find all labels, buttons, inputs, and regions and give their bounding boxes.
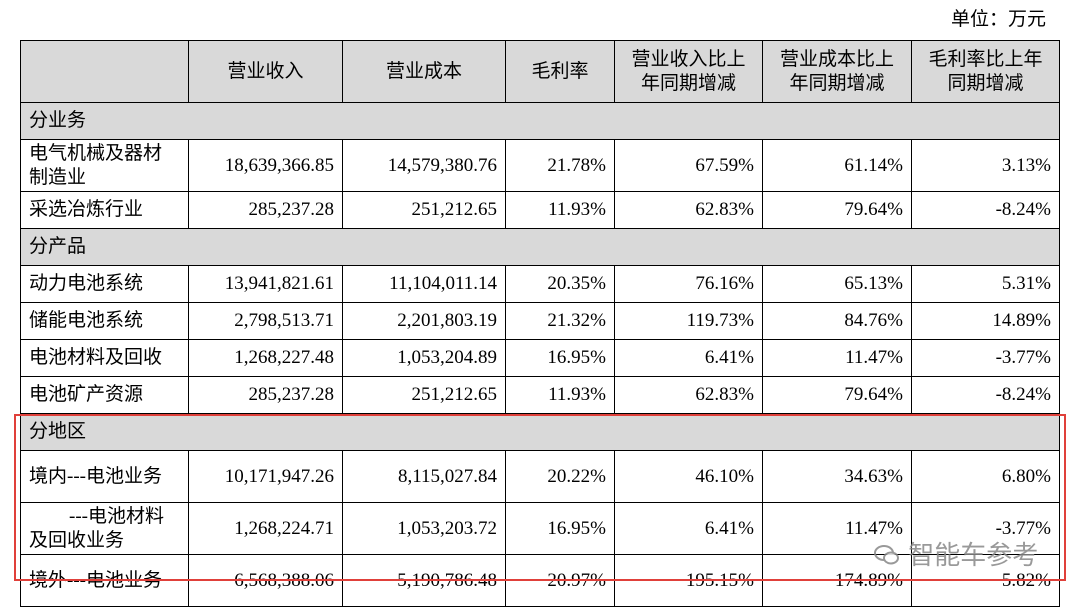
value-cell: 285,237.28 [188,376,343,414]
value-cell: 79.64% [762,191,912,229]
value-cell: 46.10% [614,450,763,503]
watermark: 智能车参考 [874,535,1038,572]
value-cell: 62.83% [614,191,763,229]
value-cell: 251,212.65 [342,191,506,229]
value-cell: 18,639,366.85 [188,139,343,192]
row-label: 采选冶炼行业 [20,191,189,229]
data-row: 电气机械及器材制造业 18,639,366.85 14,579,380.76 21.7… [20,139,1060,192]
data-row: 采选冶炼行业 285,237.28 251,212.65 11.93% 62.83% 79… [20,191,1060,229]
header-row: 营业收入 营业成本 毛利率 营业收入比上年同期增减 营业成本比上年同期增减 毛利率比上年同… [20,40,1060,103]
value-cell: 62.83% [614,376,763,414]
value-cell: -8.24% [911,191,1060,229]
data-row: ---电池材料及回收业务 1,268,224.71 1,053,203.72 16.9… [20,502,1060,555]
row-label: ---电池材料及回收业务 [20,502,189,555]
value-cell: 285,237.28 [188,191,343,229]
column-header [20,40,189,103]
row-label: 境内---电池业务 [20,450,189,503]
value-cell: 14.89% [911,302,1060,340]
unit-label: 单位：万元 [950,9,1046,30]
value-cell: 79.64% [762,376,912,414]
value-cell: 16.95% [505,339,615,377]
value-cell: 84.76% [762,302,912,340]
highlight-box [14,414,1066,581]
section-label: 分产品 [20,228,1060,266]
value-cell: 2,201,803.19 [342,302,506,340]
value-cell: 1,268,227.48 [188,339,343,377]
value-cell: 1,053,203.72 [342,502,506,555]
value-cell: 1,053,204.89 [342,339,506,377]
column-header: 营业收入 [188,40,343,103]
row-label: 电气机械及器材制造业 [20,139,189,192]
section-row: 分产品 [20,228,1060,266]
row-label: 电池矿产资源 [20,376,189,414]
value-cell: 251,212.65 [342,376,506,414]
row-label: 电池材料及回收 [20,339,189,377]
wechat-icon [874,545,899,565]
section-row: 分地区 [20,413,1060,451]
data-row: 电池矿产资源 285,237.28 251,212.65 11.93% 62.83% 79… [20,376,1060,414]
value-cell: 11.93% [505,191,615,229]
value-cell: 65.13% [762,265,912,303]
value-cell: 20.35% [505,265,615,303]
value-cell: -3.77% [911,339,1060,377]
value-cell: 67.59% [614,139,763,192]
column-header: 毛利率比上年同期增减 [911,40,1060,103]
section-label: 分地区 [20,413,1060,451]
value-cell: 61.14% [762,139,912,192]
value-cell: 34.63% [762,450,912,503]
column-header: 营业收入比上年同期增减 [614,40,763,103]
value-cell: 11.93% [505,376,615,414]
value-cell: 14,579,380.76 [342,139,506,192]
column-header: 营业成本 [342,40,506,103]
data-row: 储能电池系统 2,798,513.71 2,201,803.19 21.32% 119.… [20,302,1060,340]
value-cell: 21.32% [505,302,615,340]
value-cell: 11.47% [762,339,912,377]
watermark-text: 智能车参考 [908,541,1039,571]
data-table: 营业收入 营业成本 毛利率 营业收入比上年同期增减 营业成本比上年同期增减 毛利率比上年同… [20,40,1060,607]
value-cell: 1,268,224.71 [188,502,343,555]
value-cell: 11,104,011.14 [342,265,506,303]
data-row: 电池材料及回收 1,268,227.48 1,053,204.89 16.95% 6.4… [20,339,1060,377]
value-cell: -3.77% [911,502,1060,555]
value-cell: 16.95% [505,502,615,555]
column-header: 营业成本比上年同期增减 [762,40,912,103]
value-cell: 76.16% [614,265,763,303]
value-cell: -8.24% [911,376,1060,414]
value-cell: 8,115,027.84 [342,450,506,503]
section-row: 分业务 [20,102,1060,140]
value-cell: 10,171,947.26 [188,450,343,503]
row-label: 动力电池系统 [20,265,189,303]
row-label: 储能电池系统 [20,302,189,340]
value-cell: 3.13% [911,139,1060,192]
data-row: 境内---电池业务 10,171,947.26 8,115,027.84 20.22%… [20,450,1060,503]
value-cell: 6.41% [614,339,763,377]
column-header: 毛利率 [505,40,615,103]
data-row: 动力电池系统 13,941,821.61 11,104,011.14 20.35% 76… [20,265,1060,303]
value-cell: 21.78% [505,139,615,192]
section-label: 分业务 [20,102,1060,140]
value-cell: 6.41% [614,502,763,555]
value-cell: 2,798,513.71 [188,302,343,340]
value-cell: 13,941,821.61 [188,265,343,303]
value-cell: 119.73% [614,302,763,340]
value-cell: 5.31% [911,265,1060,303]
